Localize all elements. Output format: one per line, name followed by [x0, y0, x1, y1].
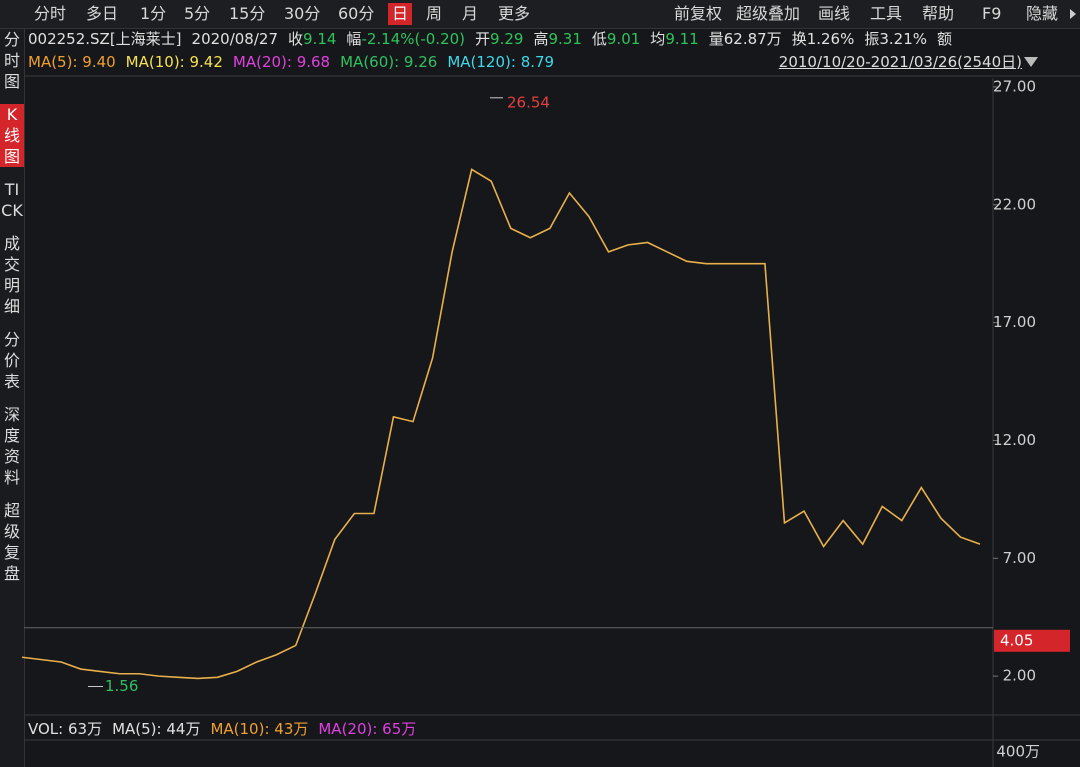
y-tick-label: 27.00: [993, 77, 1036, 95]
quote-item: 2020/08/27: [192, 30, 278, 48]
side-item[interactable]: TICK: [1, 180, 23, 220]
cursor-label: 4.05: [1000, 631, 1033, 649]
vol-item: VOL: 63万: [28, 720, 103, 738]
ma-legend: MA(5): 9.40 MA(10): 9.42 MA(20): 9.68 MA(60…: [28, 51, 564, 73]
quote-item: 002252.SZ[上海莱士]: [28, 30, 182, 48]
side-item[interactable]: K线图: [0, 104, 24, 167]
price-line: [21, 168, 981, 680]
quote-label: 均: [650, 30, 666, 48]
quote-item: 均9.11: [650, 30, 698, 48]
tab[interactable]: 1分: [140, 4, 167, 23]
quote-value: 9.29: [490, 30, 524, 48]
quote-bar: 002252.SZ[上海莱士] 2020/08/27 收9.14 幅-2.14%(-0…: [28, 28, 962, 50]
tab[interactable]: 分时: [34, 4, 67, 23]
quote-value: 9.11: [665, 30, 699, 48]
toolbar: 分时 多日 1分 5分 15分 30分 60分日周月更多 前复权 超级叠加 画线 工具 帮助 F9 隐藏: [0, 0, 1080, 29]
tab[interactable]: 5分: [184, 4, 211, 23]
side-item[interactable]: 成交明细: [3, 234, 20, 316]
quote-item: 振3.21%: [864, 30, 927, 48]
y-tick-label: 22.00: [993, 195, 1036, 213]
quote-item: 开9.29: [475, 30, 523, 48]
cursor-box: [994, 629, 1070, 652]
menu-item[interactable]: 隐藏: [1026, 4, 1059, 23]
quote-value: 2020/08/27: [191, 30, 278, 48]
quote-label: 换: [791, 30, 807, 48]
quote-value: 9.14: [303, 30, 337, 48]
quote-item: 换1.26%: [792, 30, 855, 48]
quote-label: 量: [708, 30, 724, 48]
volume-legend: VOL: 63万 MA(5): 44万 MA(10): 43万 MA(20): 65万: [28, 718, 426, 740]
menu-item[interactable]: 前复权: [674, 4, 723, 23]
quote-item: 幅-2.14%(-0.20): [346, 30, 465, 48]
quote-label: 低: [591, 30, 607, 48]
quote-value: 9.31: [548, 30, 582, 48]
quote-label: 收: [288, 30, 304, 48]
ma-item: MA(120): 8.79: [447, 53, 555, 71]
quote-value: 9.01: [606, 30, 641, 48]
menu-item[interactable]: F9: [982, 4, 1002, 23]
quote-label: 额: [937, 30, 953, 48]
quote-label: 开: [475, 30, 491, 48]
quote-item: 收9.14: [288, 30, 336, 48]
menu-item[interactable]: 帮助: [922, 4, 955, 23]
side-item[interactable]: 分时图: [3, 30, 20, 91]
side-item[interactable]: 分价表: [3, 330, 20, 391]
low-label: 1.56: [105, 677, 138, 695]
y-tick-label: 2.00: [1003, 667, 1036, 685]
menu-item[interactable]: 画线: [818, 4, 851, 23]
quote-value: 3.21%: [879, 30, 928, 48]
tab[interactable]: 周: [426, 4, 443, 23]
ma-item: MA(10): 9.42: [125, 53, 223, 71]
tab[interactable]: 月: [462, 4, 479, 23]
ma-item: MA(20): 9.68: [232, 53, 331, 71]
side-item[interactable]: 深度资料: [3, 405, 20, 487]
tab[interactable]: 日: [388, 3, 413, 25]
y-tick-label: 7.00: [1003, 549, 1036, 567]
quote-item: 量62.87万: [709, 30, 782, 48]
ma-item: MA(60): 9.26: [340, 53, 438, 71]
arrow: [1070, 9, 1076, 19]
tab[interactable]: 30分: [284, 4, 321, 23]
quote-value: -2.14%(-0.20): [361, 30, 466, 48]
quote-label: 振: [864, 30, 880, 48]
quote-item: 高9.31: [533, 30, 581, 48]
y-tick-label: 17.00: [993, 313, 1036, 331]
quote-value: 1.26%: [806, 30, 855, 48]
vol-item: MA(5): 44万: [112, 720, 201, 738]
tab[interactable]: 15分: [229, 4, 266, 23]
y-tick-label: 12.00: [993, 431, 1036, 449]
high-label: 26.54: [507, 93, 550, 111]
quote-value: 002252.SZ[上海莱士]: [28, 30, 182, 48]
sidebar: 分时图 K线图 TICK 成交明细分价表深度资料超级复盘: [0, 29, 25, 767]
vol-item: MA(10): 43万: [210, 720, 309, 738]
tab[interactable]: 更多: [498, 4, 531, 23]
quote-item: 低9.01: [592, 30, 640, 48]
volume-tick-label: 400万: [996, 743, 1040, 761]
tab[interactable]: 多日: [86, 4, 119, 23]
tab[interactable]: 60分: [338, 4, 375, 23]
side-item[interactable]: 超级复盘: [3, 501, 20, 583]
quote-value: 62.87万: [723, 30, 782, 48]
quote-label: 幅: [346, 30, 362, 48]
quote-item: 额: [937, 30, 952, 48]
menu-item[interactable]: 超级叠加: [736, 4, 801, 23]
vol-item: MA(20): 65万: [318, 720, 417, 738]
date-range[interactable]: 2010/10/20-2021/03/26(2540日): [778, 53, 1022, 71]
menu-item[interactable]: 工具: [870, 4, 903, 23]
ma-item: MA(5): 9.40: [28, 53, 116, 71]
quote-label: 高: [533, 30, 549, 48]
range-arrow: [1024, 57, 1038, 67]
